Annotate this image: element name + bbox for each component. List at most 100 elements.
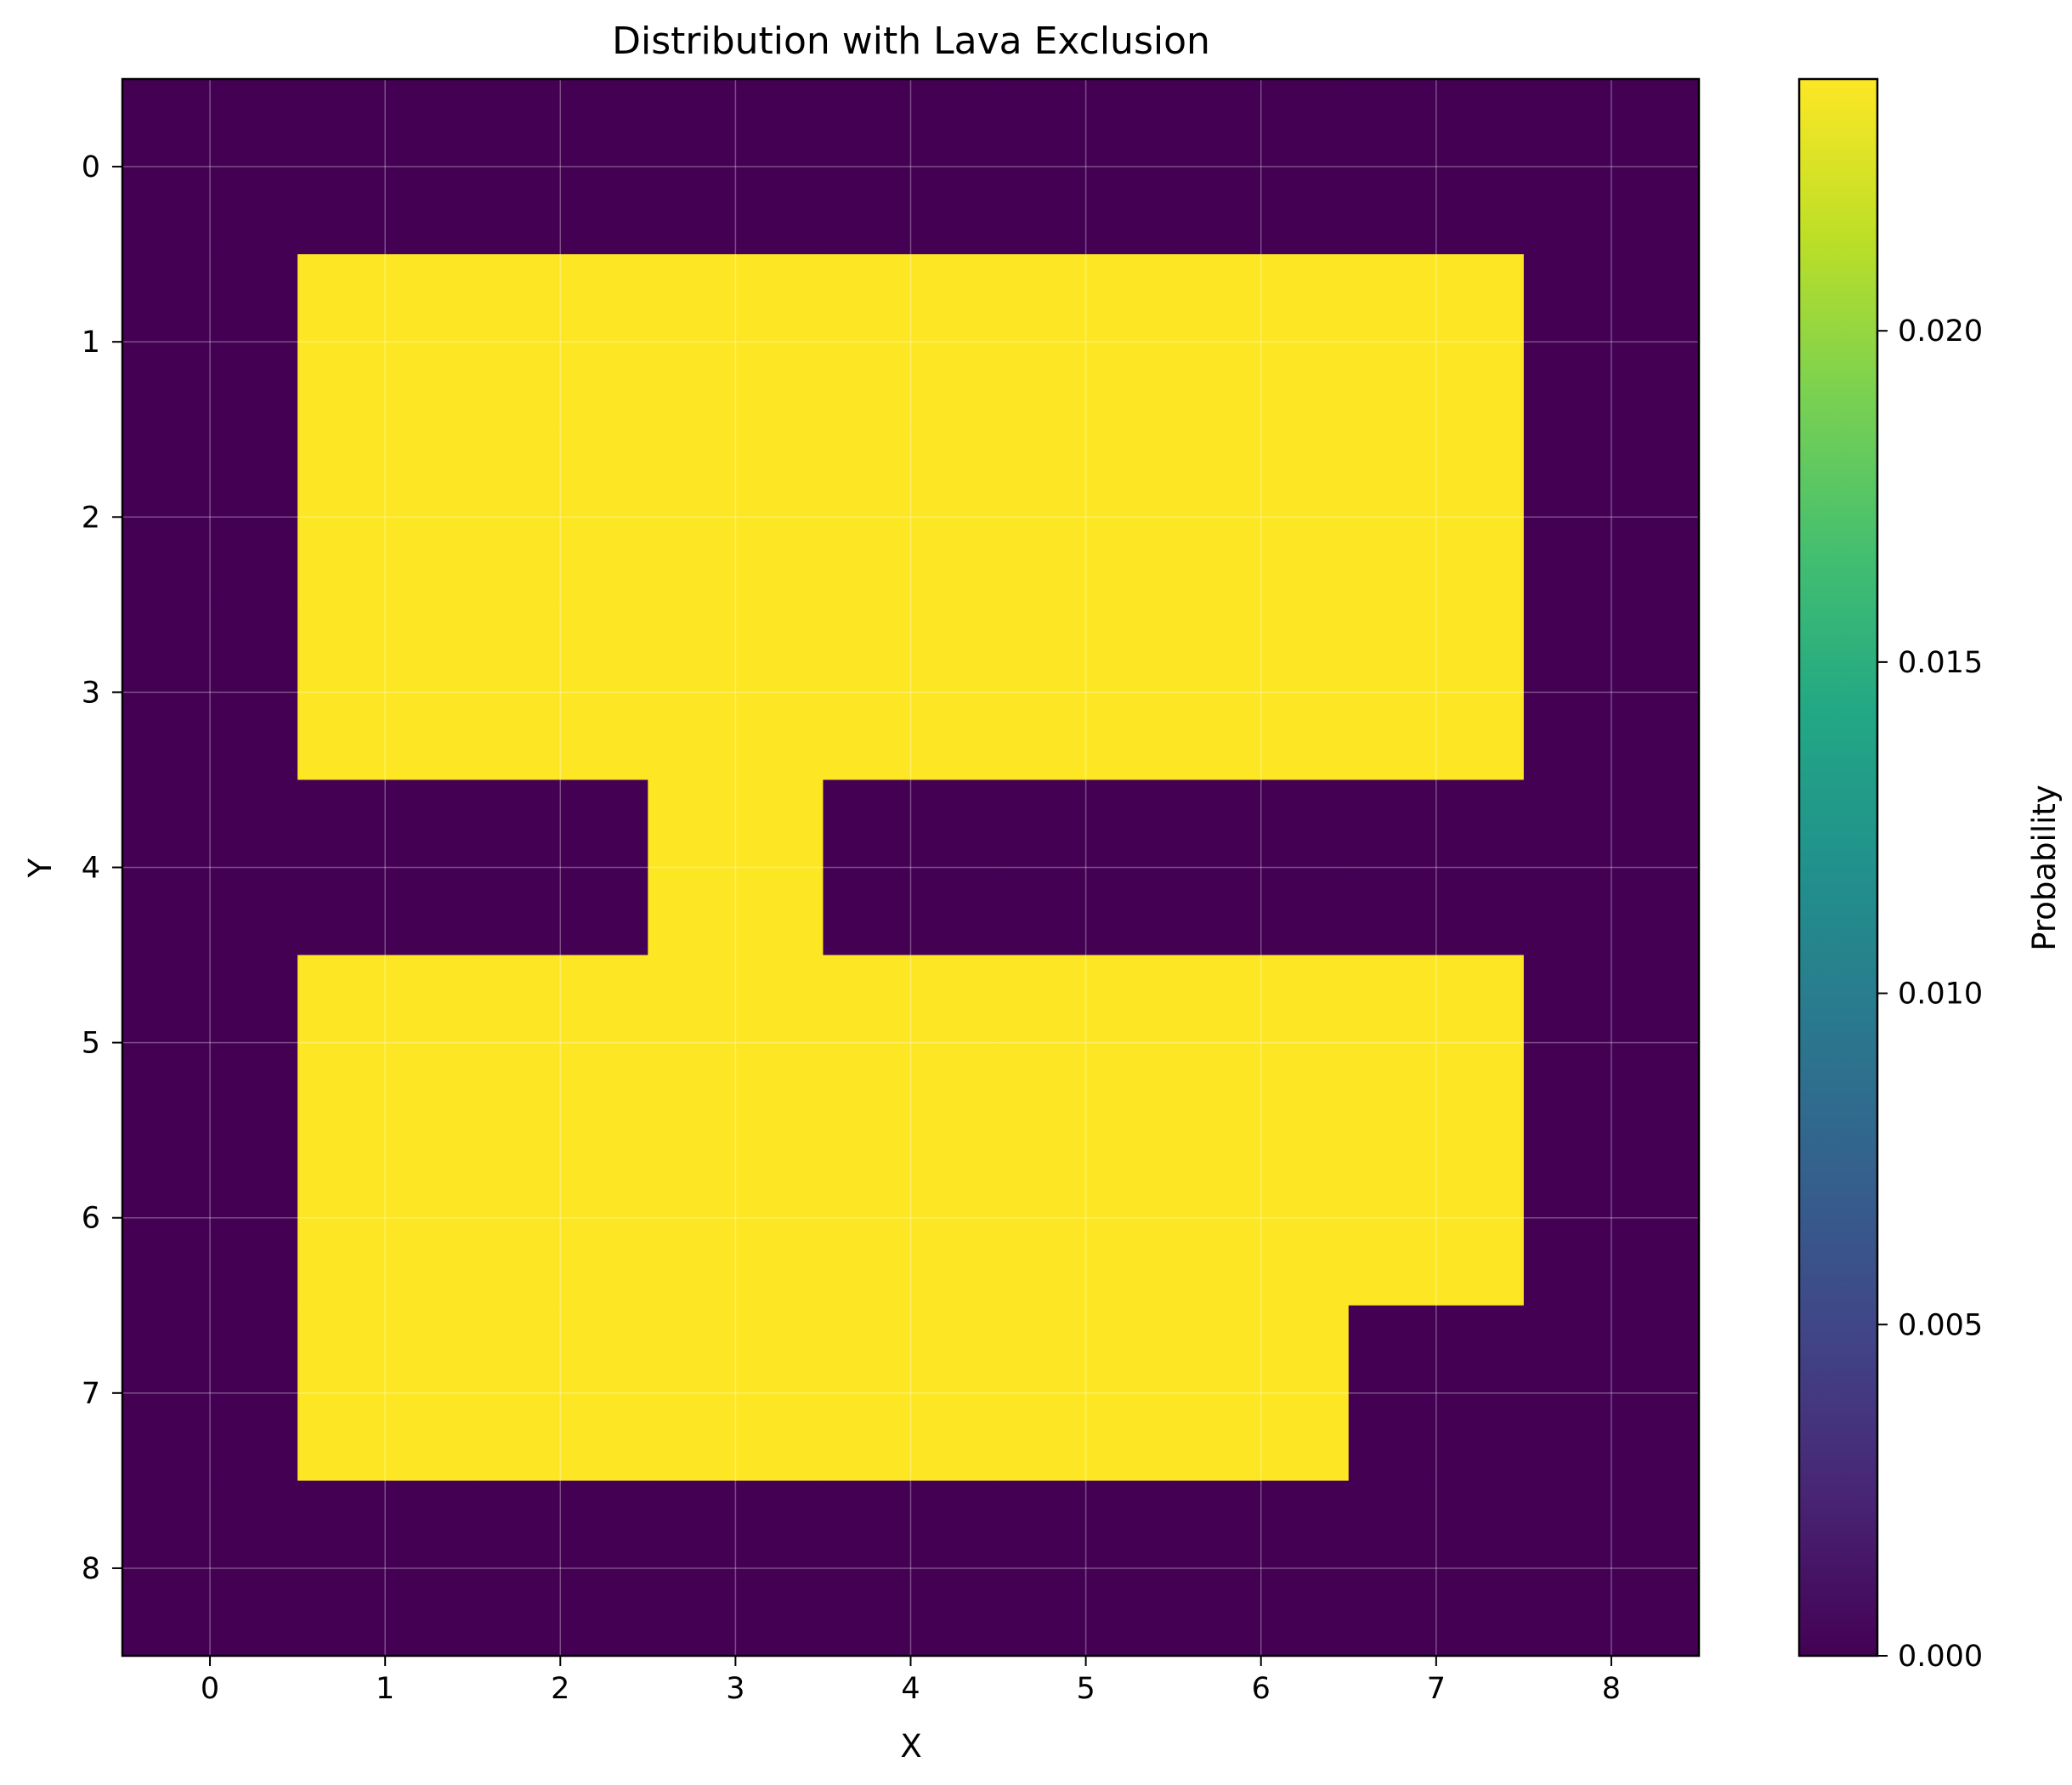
heatmap-cell bbox=[1348, 429, 1525, 605]
heatmap-cell bbox=[648, 955, 824, 1131]
heatmap-cell bbox=[122, 254, 298, 430]
heatmap-cell bbox=[297, 1480, 473, 1657]
y-tick-label: 7 bbox=[82, 1377, 100, 1411]
y-tick-label: 1 bbox=[82, 326, 100, 360]
heatmap-cell bbox=[1523, 429, 1700, 605]
heatmap-cell bbox=[1523, 254, 1700, 430]
y-tick-label: 4 bbox=[82, 852, 100, 886]
colorbar-tick-label: 0.020 bbox=[1898, 314, 1983, 348]
heatmap-cell bbox=[1348, 1480, 1525, 1657]
heatmap-cell bbox=[998, 79, 1175, 255]
heatmap-cell bbox=[998, 1305, 1175, 1482]
heatmap-cell bbox=[648, 79, 824, 255]
heatmap-cell bbox=[122, 1480, 298, 1657]
heatmap-cell bbox=[1173, 254, 1350, 430]
x-tick-label: 4 bbox=[901, 1672, 920, 1706]
colorbar-tick-label: 0.005 bbox=[1898, 1308, 1983, 1342]
heatmap-cell bbox=[823, 254, 999, 430]
heatmap-cell bbox=[473, 1130, 648, 1306]
y-tick-label: 6 bbox=[82, 1202, 100, 1236]
y-tick-label: 0 bbox=[82, 150, 100, 184]
grid-lines bbox=[122, 79, 1699, 1656]
x-axis-label: X bbox=[900, 1728, 921, 1765]
heatmap-cell bbox=[998, 254, 1175, 430]
y-axis: 0 1 2 3 4 5 6 7 8 bbox=[82, 150, 122, 1586]
heatmap-cell bbox=[122, 779, 298, 956]
x-tick-label: 0 bbox=[201, 1672, 219, 1706]
x-tick-label: 3 bbox=[726, 1672, 744, 1706]
y-tick-label: 3 bbox=[82, 676, 100, 710]
y-tick-label: 8 bbox=[82, 1552, 100, 1586]
heatmap-cell bbox=[648, 1480, 824, 1657]
y-tick-label: 2 bbox=[82, 501, 100, 535]
heatmap-cell bbox=[1523, 604, 1700, 781]
x-axis: 0 1 2 3 4 5 6 7 8 bbox=[201, 1656, 1621, 1706]
heatmap-cell bbox=[823, 79, 999, 255]
heatmap-cell bbox=[297, 779, 473, 956]
heatmap-cell bbox=[473, 1480, 648, 1657]
heatmap-cell bbox=[1523, 779, 1700, 956]
x-tick-label: 5 bbox=[1076, 1672, 1095, 1706]
heatmap-cell bbox=[1173, 604, 1350, 781]
heatmap-cell bbox=[648, 779, 824, 956]
colorbar-axis: 0.000 0.005 0.010 0.015 0.020 bbox=[1877, 314, 1983, 1674]
heatmap-cell bbox=[1348, 1305, 1525, 1482]
heatmap-cell bbox=[823, 779, 999, 956]
heatmap-cell bbox=[823, 955, 999, 1131]
heatmap-cell bbox=[1523, 79, 1700, 255]
x-tick-label: 2 bbox=[551, 1672, 569, 1706]
heatmap-cell bbox=[1348, 1130, 1525, 1306]
heatmap-cell bbox=[1348, 79, 1525, 255]
colorbar-tick-label: 0.000 bbox=[1898, 1640, 1983, 1674]
heatmap-cell bbox=[1523, 955, 1700, 1131]
heatmap-cell bbox=[1348, 254, 1525, 430]
heatmap-cell bbox=[1348, 779, 1525, 956]
heatmap-cell bbox=[1523, 1305, 1700, 1482]
heatmap-cell bbox=[1173, 1130, 1350, 1306]
heatmap-cell bbox=[473, 79, 648, 255]
heatmap-cell bbox=[1173, 779, 1350, 956]
heatmap-cell bbox=[823, 1130, 999, 1306]
heatmap-cell bbox=[122, 79, 298, 255]
heatmap-cell bbox=[473, 779, 648, 956]
heatmap-cell bbox=[1173, 429, 1350, 605]
heatmap-cell bbox=[823, 604, 999, 781]
colorbar-tick-label: 0.010 bbox=[1898, 978, 1983, 1012]
heatmap-cell bbox=[998, 1130, 1175, 1306]
heatmap-cell bbox=[473, 955, 648, 1131]
heatmap-cell bbox=[1348, 604, 1525, 781]
heatmap-cell bbox=[122, 604, 298, 781]
heatmap-cell bbox=[297, 604, 473, 781]
x-tick-label: 6 bbox=[1252, 1672, 1271, 1706]
heatmap-cells bbox=[122, 79, 1700, 1657]
colorbar bbox=[1797, 77, 1879, 1658]
heatmap-cell bbox=[473, 429, 648, 605]
heatmap-cell bbox=[297, 1305, 473, 1482]
heatmap-cell bbox=[122, 1130, 298, 1306]
colorbar-label: Probability bbox=[2026, 785, 2063, 951]
x-tick-label: 1 bbox=[376, 1672, 394, 1706]
heatmap-cell bbox=[823, 429, 999, 605]
heatmap-cell bbox=[473, 604, 648, 781]
heatmap-cell bbox=[473, 254, 648, 430]
heatmap-cell bbox=[297, 429, 473, 605]
heatmap-cell bbox=[823, 1305, 999, 1482]
heatmap-cell bbox=[998, 429, 1175, 605]
heatmap-cell bbox=[1348, 955, 1525, 1131]
heatmap-cell bbox=[122, 955, 298, 1131]
heatmap-cell bbox=[648, 604, 824, 781]
heatmap-cell bbox=[648, 1305, 824, 1482]
heatmap-cell bbox=[998, 779, 1175, 956]
heatmap-cell bbox=[122, 429, 298, 605]
heatmap-cell bbox=[998, 955, 1175, 1131]
chart-title: Distribution with Lava Exclusion bbox=[612, 20, 1210, 63]
x-tick-label: 7 bbox=[1427, 1672, 1446, 1706]
heatmap-cell bbox=[297, 955, 473, 1131]
heatmap-cell bbox=[1523, 1130, 1700, 1306]
y-axis-label: Y bbox=[22, 858, 59, 878]
y-tick-label: 5 bbox=[82, 1027, 100, 1061]
heatmap-cell bbox=[1173, 79, 1350, 255]
heatmap-cell bbox=[297, 254, 473, 430]
heatmap-cell bbox=[1173, 1480, 1350, 1657]
colorbar-tick-label: 0.015 bbox=[1898, 646, 1983, 680]
